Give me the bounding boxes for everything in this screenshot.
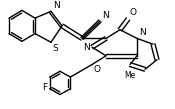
Text: N: N	[83, 43, 90, 52]
Text: N: N	[102, 11, 109, 20]
Text: Me: Me	[124, 71, 136, 80]
Text: N: N	[139, 28, 146, 37]
Text: N: N	[53, 1, 60, 10]
Text: O: O	[129, 8, 136, 17]
Text: O: O	[93, 66, 100, 74]
Text: S: S	[52, 44, 58, 53]
Text: F: F	[43, 83, 48, 92]
